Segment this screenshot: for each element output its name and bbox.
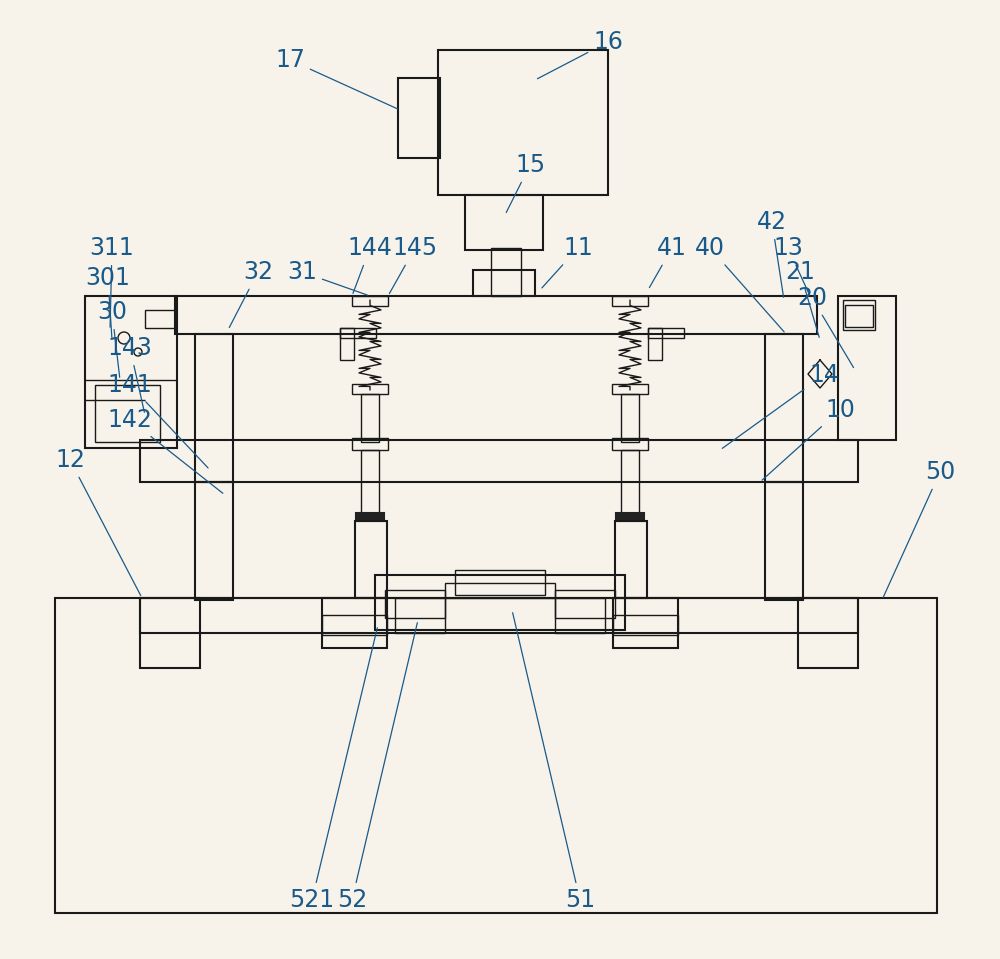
Bar	[322, 615, 387, 635]
Bar	[843, 300, 875, 330]
Bar	[613, 598, 678, 648]
Bar	[615, 521, 647, 598]
Bar	[612, 438, 648, 450]
Text: 11: 11	[542, 236, 593, 288]
Bar	[55, 598, 937, 913]
Text: 143: 143	[108, 336, 152, 412]
Text: 144: 144	[348, 236, 392, 293]
Bar	[648, 328, 684, 338]
Text: 14: 14	[722, 363, 839, 449]
Bar	[385, 590, 445, 618]
Bar	[616, 513, 644, 521]
Bar	[491, 248, 521, 296]
Bar	[555, 598, 605, 633]
Text: 16: 16	[537, 30, 623, 79]
Bar	[765, 482, 803, 600]
Bar	[352, 296, 388, 306]
Text: 31: 31	[287, 260, 367, 295]
Text: 52: 52	[337, 622, 417, 912]
Bar	[438, 50, 608, 195]
Bar	[361, 450, 379, 515]
Bar	[621, 394, 639, 442]
Text: 13: 13	[773, 236, 809, 293]
Bar	[798, 598, 858, 668]
Bar	[838, 296, 896, 440]
Bar	[455, 570, 545, 595]
Bar	[195, 334, 233, 482]
Bar	[352, 438, 388, 450]
Bar	[612, 296, 648, 306]
Bar	[195, 482, 233, 600]
Text: 145: 145	[389, 236, 438, 293]
Text: 301: 301	[86, 266, 130, 338]
Text: 15: 15	[506, 153, 545, 213]
Bar	[555, 590, 615, 618]
Text: 521: 521	[289, 628, 377, 912]
Text: 42: 42	[757, 210, 787, 297]
Bar	[95, 385, 160, 442]
Text: 12: 12	[55, 448, 141, 596]
Bar	[398, 78, 440, 158]
Bar	[621, 450, 639, 515]
Bar	[85, 296, 177, 448]
Bar	[322, 598, 387, 648]
Bar	[340, 328, 354, 360]
Text: 50: 50	[883, 460, 955, 597]
Text: 311: 311	[90, 236, 134, 327]
Bar	[445, 583, 555, 598]
Bar	[613, 615, 678, 635]
Bar	[340, 328, 376, 338]
Text: 10: 10	[762, 398, 855, 480]
Text: 141: 141	[108, 373, 208, 468]
Text: 40: 40	[695, 236, 784, 332]
Bar	[140, 598, 858, 633]
Bar	[395, 598, 445, 633]
Bar	[648, 328, 662, 360]
Bar	[375, 575, 625, 630]
Text: 30: 30	[97, 300, 127, 377]
Bar	[361, 394, 379, 442]
Bar	[140, 598, 200, 668]
Bar	[356, 513, 384, 521]
Text: 41: 41	[649, 236, 687, 288]
Bar	[175, 296, 817, 334]
Bar	[140, 440, 858, 482]
Text: 142: 142	[108, 408, 223, 493]
Text: 51: 51	[513, 613, 595, 912]
Bar	[612, 384, 648, 394]
Bar	[465, 195, 543, 250]
Text: 20: 20	[797, 286, 854, 367]
Bar	[765, 334, 803, 482]
Text: 32: 32	[229, 260, 273, 328]
Bar	[352, 384, 388, 394]
Bar	[845, 305, 873, 327]
Text: 21: 21	[785, 260, 819, 338]
Bar	[145, 310, 175, 328]
Bar	[473, 270, 535, 296]
Text: 17: 17	[275, 48, 397, 109]
Bar	[355, 521, 387, 598]
